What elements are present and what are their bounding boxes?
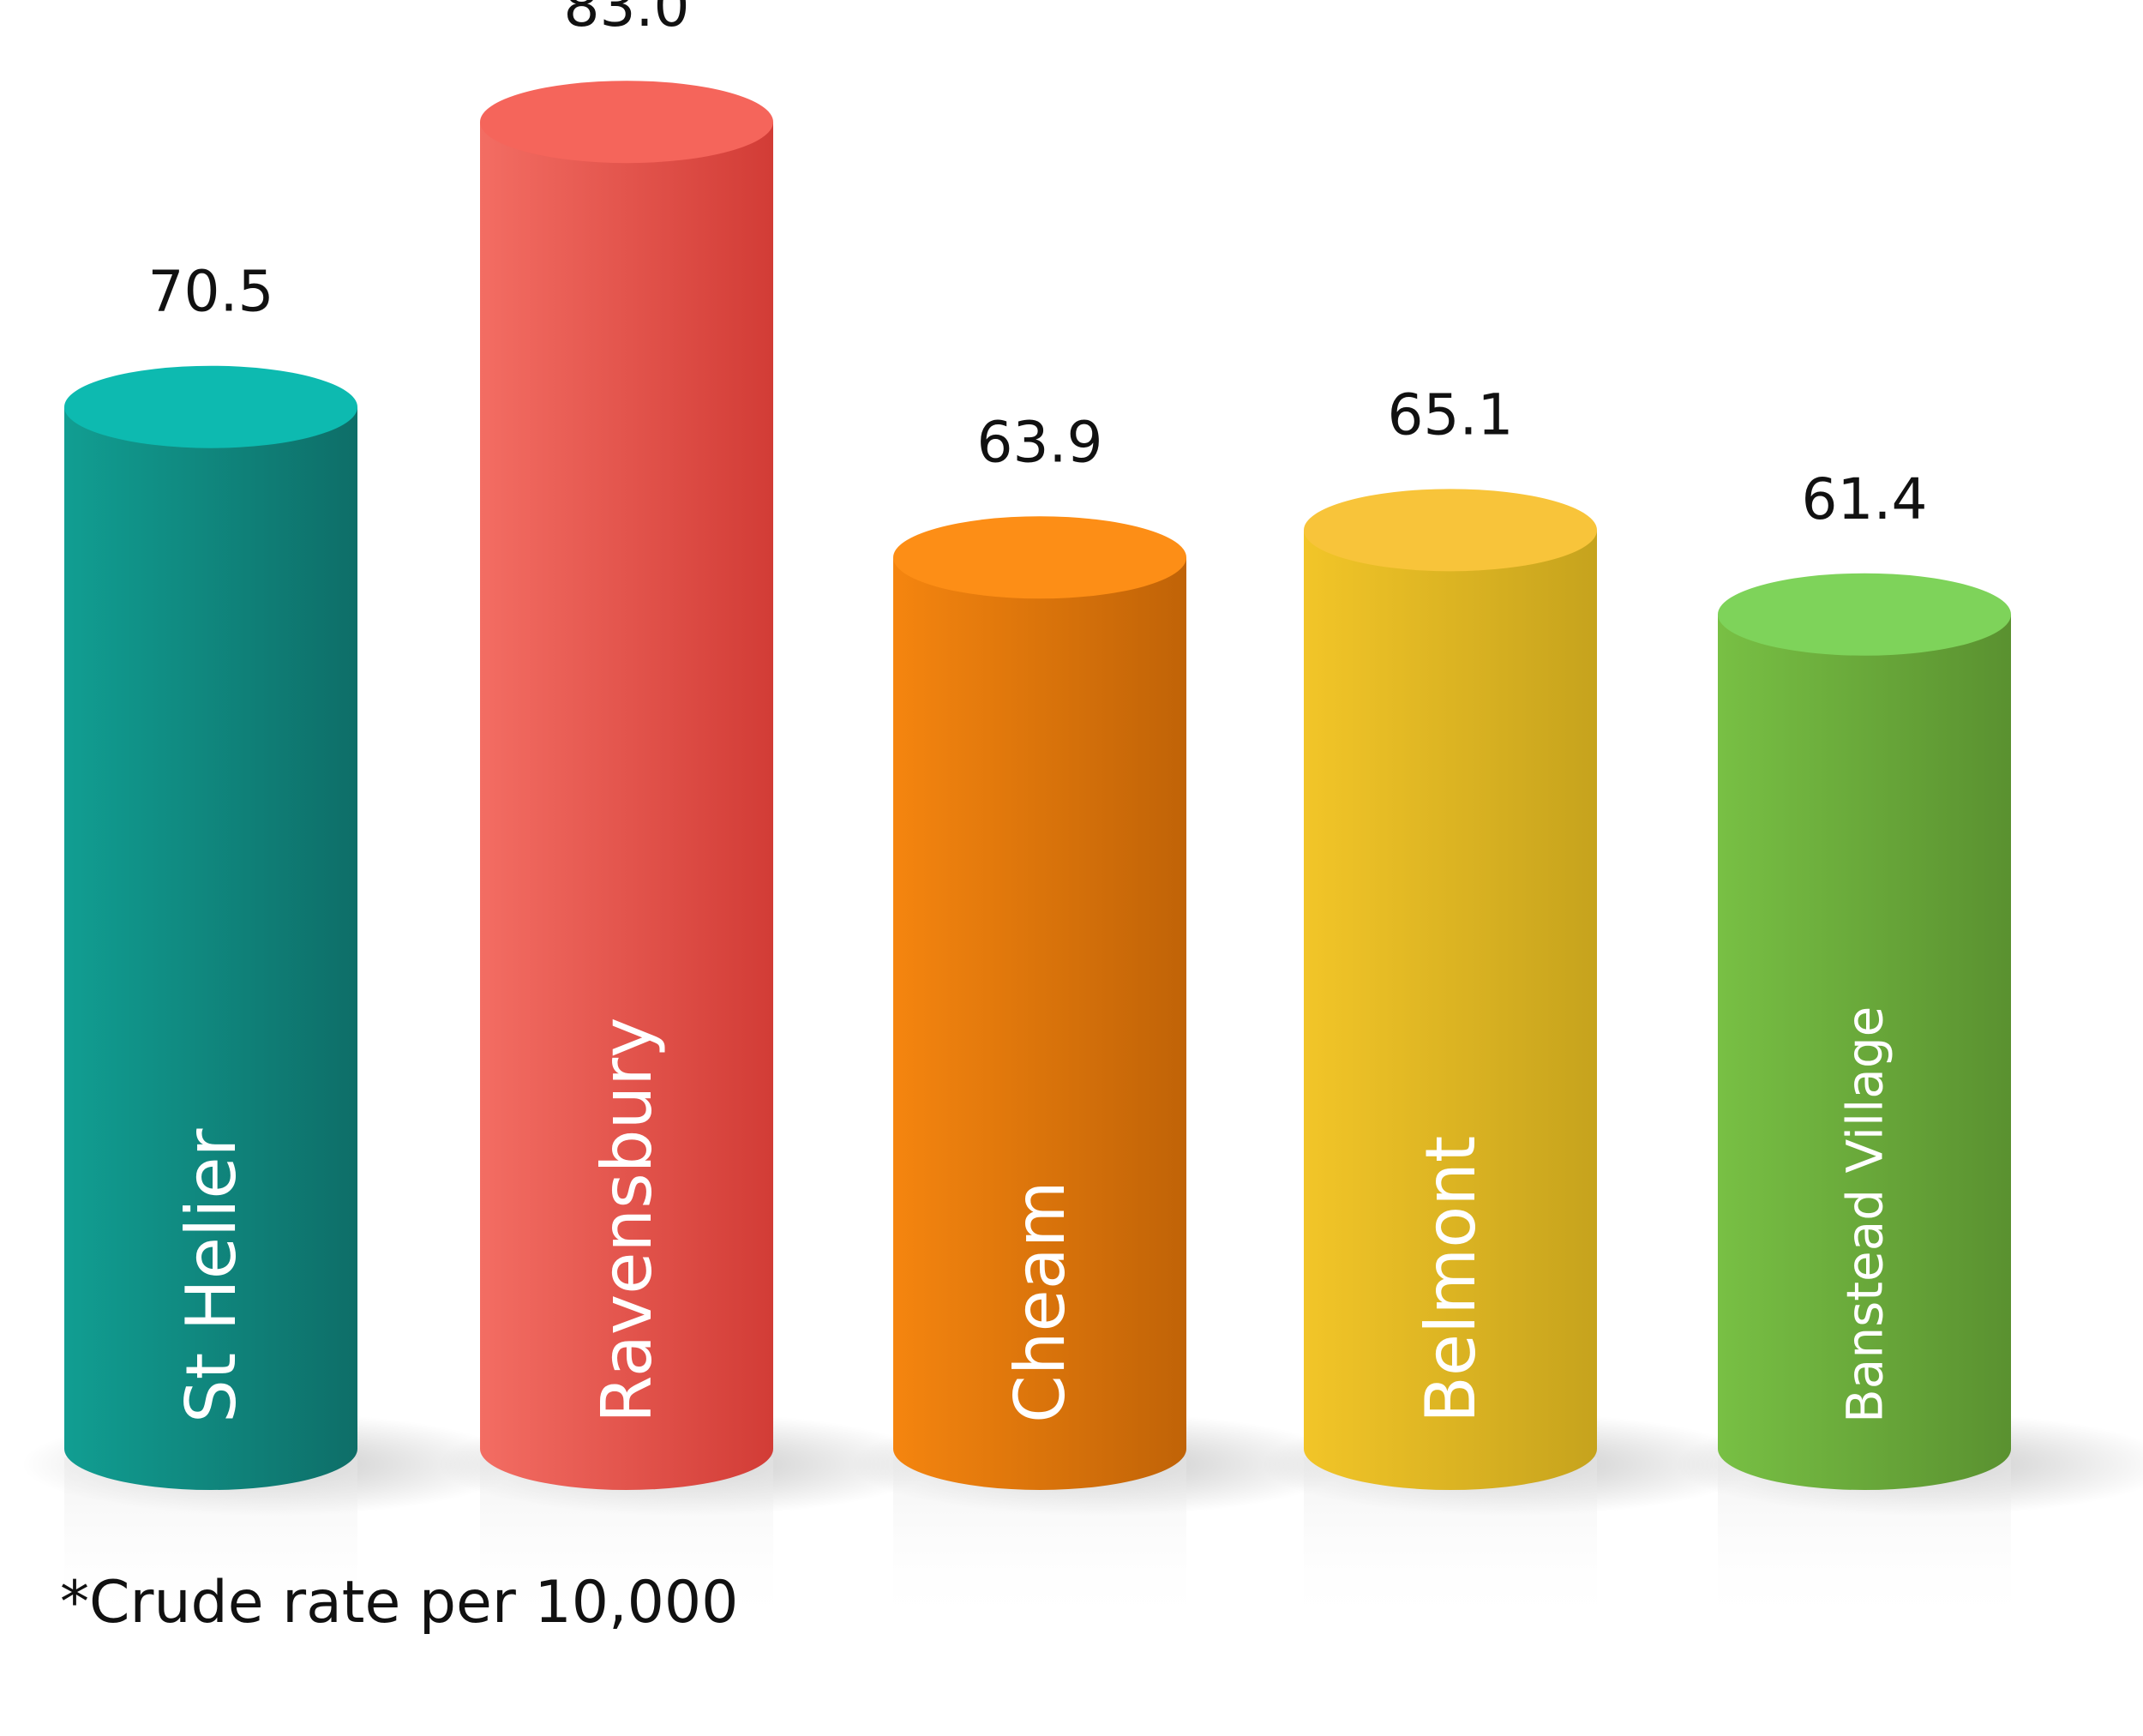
bar-body-banstead-village: [1718, 614, 2011, 1490]
value-label: 70.5: [148, 259, 274, 325]
bars: [64, 81, 2011, 1491]
bar-body-ravensbury: [480, 122, 773, 1491]
bar-top-cap: [1718, 573, 2011, 656]
category-label: St Helier: [171, 1128, 251, 1423]
bar-top-cap: [893, 516, 1186, 599]
bar-top-cap: [480, 81, 773, 164]
bar-top-cap: [64, 365, 357, 448]
bar-top-cap: [1304, 489, 1597, 572]
footnote: *Crude rate per 10,000: [60, 1569, 739, 1637]
bar-body-belmont: [1304, 530, 1597, 1490]
category-label: Belmont: [1411, 1136, 1491, 1423]
bar-body-st-helier: [64, 406, 357, 1491]
category-label: Banstead Village: [1835, 1006, 1894, 1423]
category-label: Ravensbury: [587, 1017, 667, 1423]
category-label: Cheam: [1000, 1180, 1080, 1423]
labels: 70.5 St Helier 83.0 Ravensbury 63.9 Cheam 65.1…: [148, 0, 1928, 1423]
bar-body-cheam: [893, 557, 1186, 1490]
value-label: 63.9: [977, 409, 1103, 475]
value-label: 83.0: [564, 0, 690, 39]
value-label: 61.4: [1802, 466, 1928, 532]
value-label: 65.1: [1388, 381, 1514, 448]
